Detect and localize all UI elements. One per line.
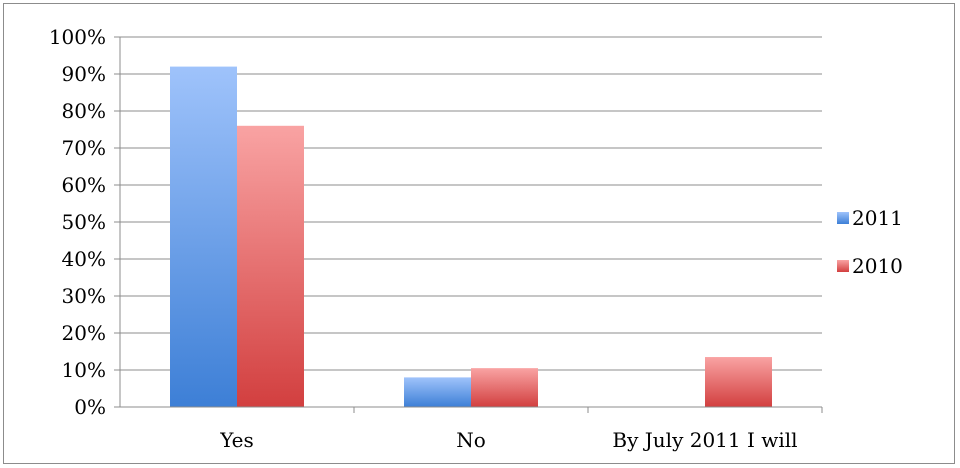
- y-tick-labels: 0% 10% 20% 30% 40% 50% 60% 70% 80% 90% 100%: [49, 25, 106, 419]
- y-tick-label: 100%: [49, 25, 106, 49]
- bar-2010-yes: [237, 125, 304, 408]
- legend: 2011 2010: [837, 206, 903, 278]
- bar-2010-by-july-2011-i-will: [705, 357, 772, 407]
- y-tick-label: 50%: [62, 210, 106, 234]
- x-tick-label: Yes: [219, 428, 254, 452]
- x-tick-label: By July 2011 I will: [612, 428, 797, 452]
- y-tick-label: 30%: [62, 284, 106, 308]
- legend-swatch-2010: [837, 260, 849, 272]
- y-tick-label: 70%: [62, 136, 106, 160]
- legend-swatch-2011: [837, 212, 849, 224]
- legend-label: 2010: [852, 254, 903, 278]
- axes: [114, 36, 823, 413]
- y-tick-label: 20%: [62, 321, 106, 345]
- bar-2011-no: [404, 377, 471, 407]
- x-tick-label: No: [456, 428, 486, 452]
- y-tick-label: 0%: [74, 395, 106, 419]
- bar-2011-yes: [170, 66, 237, 407]
- y-tick-label: 60%: [62, 173, 106, 197]
- y-tick-label: 10%: [62, 358, 106, 382]
- bar-2010-no: [471, 368, 538, 407]
- legend-label: 2011: [852, 206, 903, 230]
- bars: [170, 66, 772, 408]
- y-tick-label: 80%: [62, 99, 106, 123]
- y-tick-label: 90%: [62, 62, 106, 86]
- x-tick-labels: Yes No By July 2011 I will: [219, 428, 797, 452]
- y-tick-label: 40%: [62, 247, 106, 271]
